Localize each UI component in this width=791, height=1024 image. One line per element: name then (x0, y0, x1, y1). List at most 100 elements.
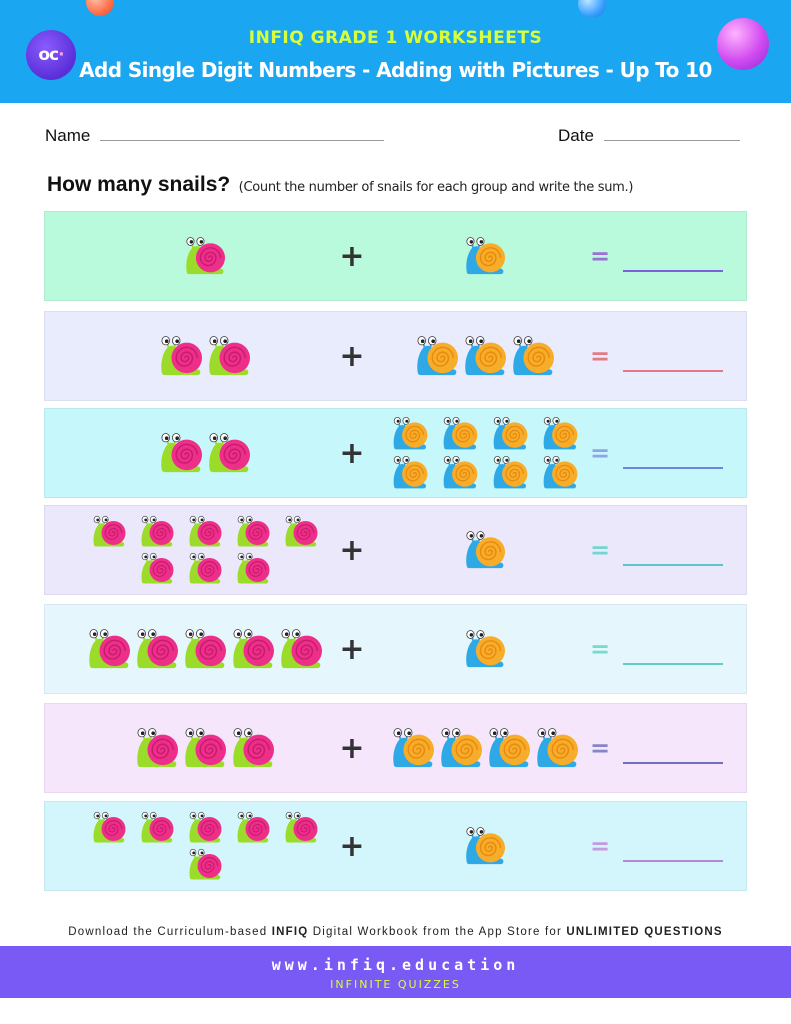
plus-sign: + (339, 338, 365, 374)
answer-field[interactable] (623, 663, 723, 665)
problem-row: + = (44, 211, 747, 301)
snail-line (390, 727, 580, 769)
left-snail-group (65, 704, 345, 792)
blue-snail-icon (393, 456, 428, 489)
pink-snail-icon (161, 433, 202, 473)
pink-snail-icon (233, 629, 274, 669)
blue-snail-icon (393, 728, 434, 768)
pink-snail-icon (161, 336, 202, 376)
blue-snail-icon (443, 417, 478, 450)
pink-snail-icon (186, 237, 225, 275)
pink-snail-icon (285, 811, 318, 843)
plus-sign: + (339, 631, 365, 667)
left-snail-group (65, 802, 345, 890)
pink-snail-icon (281, 629, 322, 669)
snail-line (187, 848, 223, 881)
blue-snail-icon (493, 456, 528, 489)
answer-field[interactable] (623, 762, 723, 764)
problem-row: + = (44, 801, 747, 891)
pink-snail-icon (141, 811, 174, 843)
blue-snail-icon (466, 630, 505, 668)
problem-row: + = (44, 703, 747, 793)
equals-sign: = (589, 832, 611, 860)
footer-note-middle: Digital Workbook from the App Store for (308, 926, 567, 938)
pink-snail-icon (93, 515, 126, 547)
answer-field[interactable] (623, 467, 723, 469)
question-title: How many snails? (47, 173, 231, 196)
name-field[interactable] (100, 140, 384, 141)
answer-field[interactable] (623, 370, 723, 372)
answer-field[interactable] (623, 860, 723, 862)
right-snail-group (375, 506, 595, 594)
equals-sign: = (589, 242, 611, 270)
blue-snail-icon (466, 531, 505, 569)
equals-sign: = (589, 342, 611, 370)
worksheet-header: oc · INFIQ GRADE 1 WORKSHEETS Add Single … (0, 0, 791, 103)
blue-snail-icon (513, 336, 554, 376)
pink-snail-icon (137, 629, 178, 669)
problem-row: + = (44, 604, 747, 694)
decorative-blue-ball (578, 0, 606, 18)
problem-row: + = (44, 408, 747, 498)
pink-snail-icon (209, 336, 250, 376)
snail-line (463, 629, 507, 669)
left-snail-group (65, 409, 345, 497)
right-snail-group (375, 409, 595, 497)
left-snail-group (65, 605, 345, 693)
blue-snail-icon (417, 336, 458, 376)
snail-line (463, 236, 507, 276)
pink-snail-icon (189, 811, 222, 843)
snail-line (391, 455, 579, 490)
right-snail-group (375, 212, 595, 300)
question-heading: How many snails? (Count the number of sn… (47, 173, 633, 197)
plus-sign: + (339, 730, 365, 766)
pink-snail-icon (285, 515, 318, 547)
pink-snail-icon (189, 848, 222, 880)
snail-line (134, 727, 276, 769)
blue-snail-icon (443, 456, 478, 489)
blue-snail-icon (543, 456, 578, 489)
left-snail-group (65, 212, 345, 300)
blue-snail-icon (393, 417, 428, 450)
decorative-orange-ball (86, 0, 114, 16)
plus-sign: + (339, 435, 365, 471)
right-snail-group (375, 802, 595, 890)
plus-sign: + (339, 828, 365, 864)
snail-line (414, 335, 556, 377)
blue-snail-icon (466, 237, 505, 275)
answer-field[interactable] (623, 270, 723, 272)
pink-snail-icon (237, 552, 270, 584)
pink-snail-icon (237, 811, 270, 843)
pink-snail-icon (209, 433, 250, 473)
pink-snail-icon (185, 728, 226, 768)
left-snail-group (65, 506, 345, 594)
footer-note-emphasis: UNLIMITED QUESTIONS (566, 926, 723, 938)
blue-snail-icon (493, 417, 528, 450)
footer-note-brand: INFIQ (271, 926, 309, 938)
date-field[interactable] (604, 140, 740, 141)
right-snail-group (375, 605, 595, 693)
equals-sign: = (589, 536, 611, 564)
plus-sign: + (339, 532, 365, 568)
blue-snail-icon (441, 728, 482, 768)
pink-snail-icon (185, 629, 226, 669)
question-instruction: (Count the number of snails for each gro… (238, 180, 634, 195)
snail-line (91, 515, 319, 548)
page-title: Add Single Digit Numbers - Adding with P… (79, 58, 712, 82)
blue-snail-icon (543, 417, 578, 450)
blue-snail-icon (465, 336, 506, 376)
equals-sign: = (589, 734, 611, 762)
footer-bar (0, 946, 791, 998)
left-snail-group (65, 312, 345, 400)
equals-sign: = (589, 439, 611, 467)
blue-snail-icon (489, 728, 530, 768)
pink-snail-icon (189, 515, 222, 547)
footer-url-link[interactable]: www.infiq.education (271, 956, 520, 974)
snail-line (91, 811, 319, 844)
pink-snail-icon (89, 629, 130, 669)
answer-field[interactable] (623, 564, 723, 566)
equals-sign: = (589, 635, 611, 663)
snail-line (86, 628, 324, 670)
problem-row: + = (44, 311, 747, 401)
snail-line (139, 552, 271, 585)
